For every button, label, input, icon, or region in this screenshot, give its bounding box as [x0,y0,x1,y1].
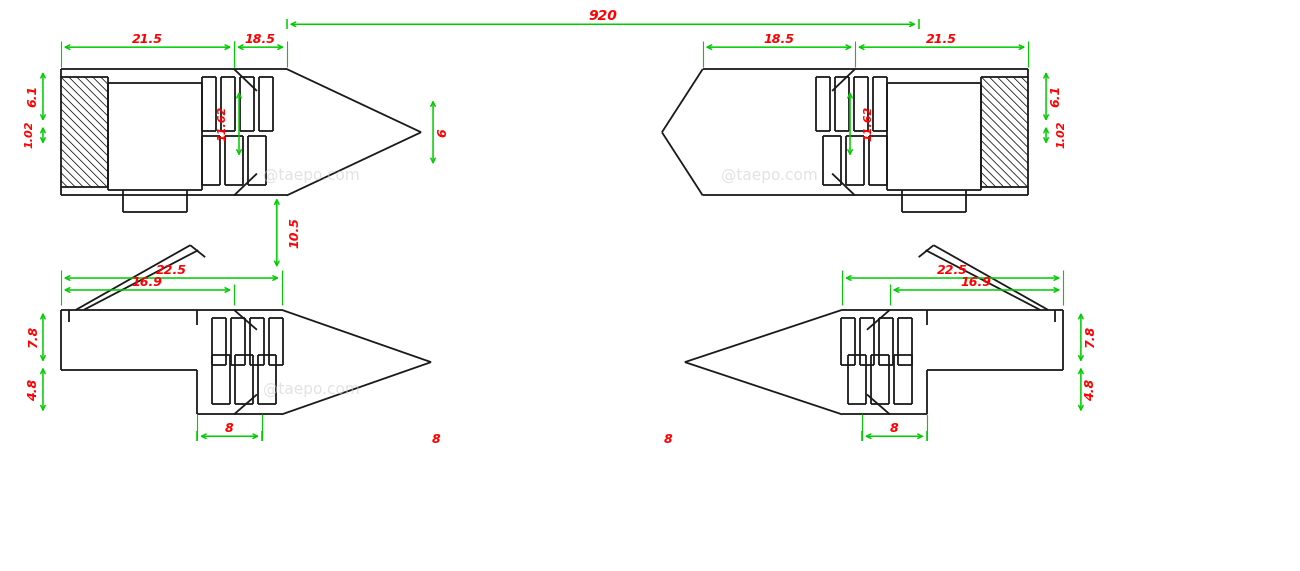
Text: 4.8: 4.8 [26,379,39,401]
Text: 7.8: 7.8 [1084,325,1097,348]
Text: 6.1: 6.1 [26,85,39,107]
Text: 18.5: 18.5 [763,33,794,46]
Text: 18.5: 18.5 [244,33,276,46]
Text: 16.9: 16.9 [961,276,992,288]
Text: 21.5: 21.5 [926,33,957,46]
Text: @taepo.com: @taepo.com [722,168,818,183]
Text: 16.9: 16.9 [133,276,162,288]
Text: 8: 8 [663,433,672,446]
Text: 6.1: 6.1 [1049,85,1062,107]
Text: 4.8: 4.8 [1084,379,1097,401]
Text: @taepo.com: @taepo.com [264,168,360,183]
Text: 8: 8 [225,422,234,435]
Text: 11.62: 11.62 [864,106,874,142]
Text: 6: 6 [437,128,450,136]
Text: 22.5: 22.5 [156,264,187,276]
Text: 8: 8 [432,433,441,446]
Text: 920: 920 [589,9,617,23]
Text: 10.5: 10.5 [289,217,302,248]
Text: 11.62: 11.62 [217,106,228,142]
Text: 22.5: 22.5 [937,264,968,276]
Text: 8: 8 [889,422,898,435]
Text: 1.02: 1.02 [23,121,34,148]
Text: 1.02: 1.02 [1057,121,1067,148]
Text: 21.5: 21.5 [133,33,162,46]
Text: @taepo.com: @taepo.com [264,382,360,397]
Text: 7.8: 7.8 [26,325,39,348]
